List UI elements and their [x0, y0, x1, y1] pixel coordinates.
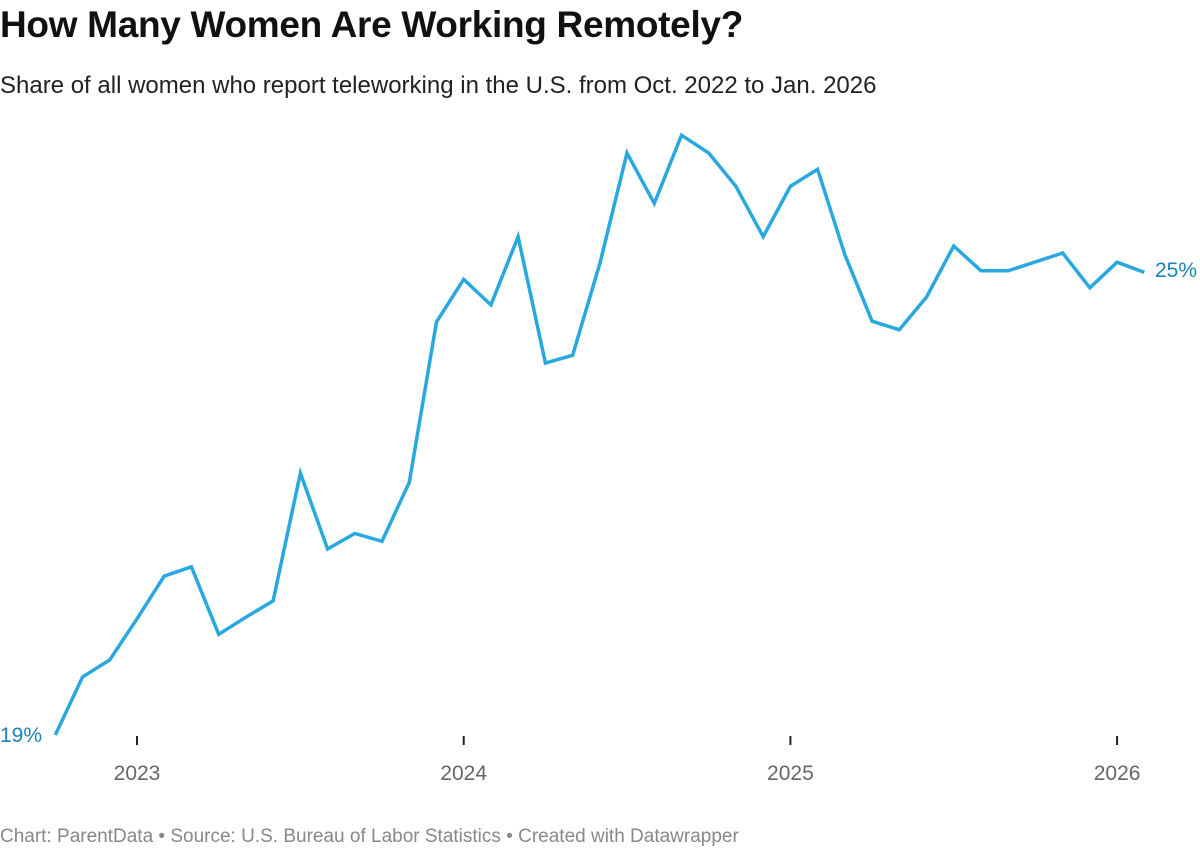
x-tick-label: 2024 [440, 762, 487, 785]
end-value-label: 25% [1155, 259, 1197, 282]
chart-subtitle: Share of all women who report teleworkin… [0, 72, 877, 99]
chart-title: How Many Women Are Working Remotely? [0, 4, 744, 45]
series-line [53, 132, 1145, 736]
data-points [55, 135, 1144, 735]
x-tick-label: 2025 [767, 762, 814, 785]
start-value-label: 19% [0, 724, 42, 747]
chart-footer: Chart: ParentData • Source: U.S. Bureau … [0, 826, 739, 847]
x-axis: 2023 2024 2025 2026 [114, 736, 1141, 785]
x-tick-label: 2026 [1094, 762, 1141, 785]
x-tick-label: 2023 [114, 762, 161, 785]
